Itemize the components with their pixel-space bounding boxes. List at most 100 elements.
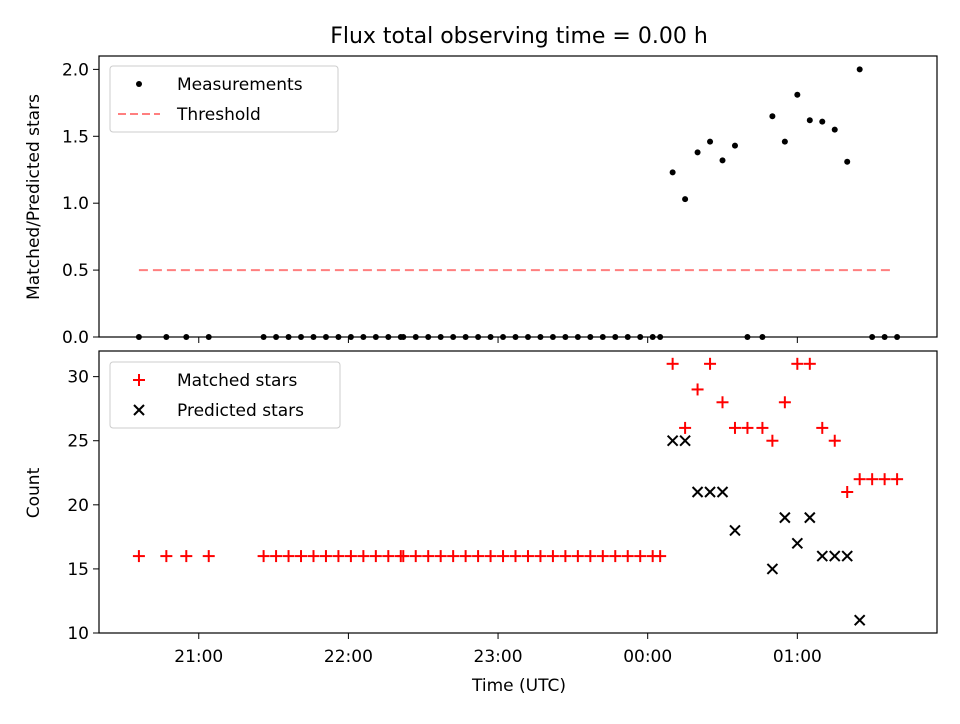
- measurement-point: [183, 334, 190, 340]
- matched-star-point: [295, 550, 308, 563]
- matched-star-point: [459, 550, 472, 563]
- x-tick-label: 00:00: [623, 647, 672, 667]
- matched-star-point: [180, 550, 193, 563]
- top-plot-area: 0.0 0.5 1.0 1.5 2.0: [62, 55, 938, 348]
- measurement-point: [347, 334, 354, 340]
- y-tick-label: 1.0: [62, 194, 89, 214]
- measurement-point: [437, 334, 444, 340]
- y-tick-label: 15: [67, 560, 89, 580]
- matched-star-point: [728, 421, 741, 434]
- y-tick-label: 30: [67, 368, 89, 388]
- measurement-point: [806, 117, 813, 124]
- x-tick-label: 01:00: [773, 647, 822, 667]
- y-tick-label: 0.0: [62, 328, 89, 348]
- measurement-point: [694, 149, 701, 156]
- measurement-point: [894, 334, 901, 340]
- predicted-star-point: [691, 486, 704, 498]
- matched-star-point: [866, 473, 879, 486]
- predicted-star-point: [853, 614, 866, 626]
- predicted-star-point: [716, 486, 729, 498]
- matched-star-point: [422, 550, 435, 563]
- measurement-point: [682, 196, 689, 203]
- bottom-legend-box: [109, 361, 341, 429]
- y-tick-label: 25: [67, 432, 89, 452]
- matched-star-point: [766, 434, 779, 447]
- x-tick-label: 22:00: [324, 647, 373, 667]
- matched-star-point: [160, 550, 173, 563]
- x-axis-label: Time (UTC): [471, 676, 566, 696]
- matched-star-point: [666, 357, 679, 370]
- measurement-point: [599, 334, 606, 340]
- measurement-point: [273, 334, 280, 340]
- measurement-point: [881, 334, 888, 340]
- matched-star-point: [369, 550, 382, 563]
- measurement-point: [372, 334, 379, 340]
- measurement-point: [794, 91, 801, 98]
- matched-star-point: [878, 473, 891, 486]
- matched-star-point: [484, 550, 497, 563]
- measurement-point: [612, 334, 619, 340]
- predicted-star-point: [816, 550, 828, 562]
- measurement-point: [512, 334, 519, 340]
- measurement-point: [819, 118, 826, 125]
- top-legend-box: [109, 65, 339, 133]
- matched-star-point: [409, 550, 422, 563]
- predicted-star-point: [666, 435, 679, 447]
- matched-star-point: [434, 550, 447, 563]
- measurement-point: [844, 158, 851, 165]
- x-tick-label: 23:00: [474, 647, 523, 667]
- matched-star-point: [609, 550, 622, 563]
- predicted-star-point: [804, 511, 816, 524]
- matched-star-point: [534, 550, 547, 563]
- matched-star-point: [704, 357, 717, 370]
- measurement-point: [205, 334, 212, 340]
- matched-star-point: [307, 550, 320, 563]
- measurement-point: [385, 334, 392, 340]
- matched-star-point: [841, 486, 854, 498]
- measurement-point: [731, 142, 738, 149]
- measurement-point: [669, 169, 676, 176]
- measurement-point: [322, 334, 329, 340]
- measurement-point: [487, 334, 494, 340]
- measurement-point: [759, 334, 766, 340]
- matched-star-point: [891, 473, 904, 486]
- measurement-point: [537, 334, 544, 340]
- measurement-point: [475, 334, 482, 340]
- legend-threshold-label: Threshold: [176, 105, 261, 125]
- predicted-star-point: [841, 550, 853, 562]
- measurement-point: [649, 334, 656, 340]
- legend-matched-marker: [133, 374, 145, 386]
- matched-star-point: [332, 550, 345, 563]
- matched-star-point: [571, 550, 584, 563]
- measurement-point: [500, 334, 507, 340]
- measurement-point: [412, 334, 419, 340]
- predicted-star-point: [679, 435, 691, 447]
- chart-title: Flux total observing time = 0.00 h: [330, 24, 708, 49]
- matched-star-point: [756, 421, 769, 434]
- predicted-star-point: [766, 563, 779, 575]
- measurement-point: [425, 334, 432, 340]
- matched-star-point: [319, 550, 332, 563]
- matched-star-point: [270, 550, 283, 563]
- bottom-legend: Matched stars Predicted stars: [109, 361, 341, 429]
- measurement-point: [310, 334, 317, 340]
- measurement-point: [587, 334, 594, 340]
- measurement-point: [450, 334, 457, 340]
- matched-star-point: [853, 473, 866, 486]
- matched-star-point: [654, 550, 667, 563]
- measurement-point: [360, 334, 367, 340]
- matched-star-point: [397, 550, 410, 563]
- y-tick-label: 0.5: [62, 261, 89, 281]
- top-panel: 0.00.51.01.52.0 Matched/Predicted stars …: [24, 55, 938, 348]
- matched-star-point: [202, 550, 215, 563]
- measurement-point: [135, 334, 142, 340]
- y-tick-label: 2.0: [62, 60, 89, 80]
- measurement-point: [624, 334, 631, 340]
- legend-predicted-marker: [133, 404, 145, 416]
- x-tick-label: 21:00: [174, 647, 223, 667]
- measurement-point: [562, 334, 569, 340]
- measurement-point: [462, 334, 469, 340]
- measurement-point: [298, 334, 305, 340]
- predicted-star-point: [704, 486, 716, 498]
- measurement-point: [781, 138, 788, 145]
